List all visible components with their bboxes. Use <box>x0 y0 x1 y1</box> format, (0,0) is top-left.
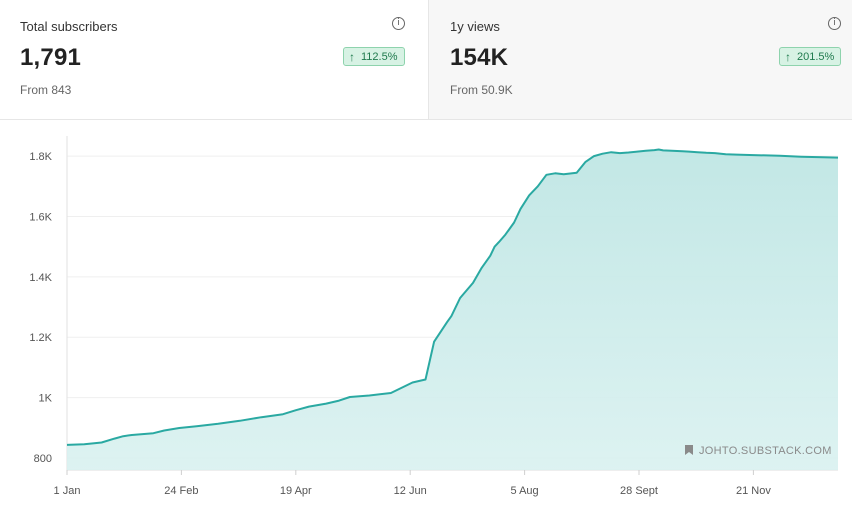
y-tick-label: 1.2K <box>29 332 52 344</box>
stat-from: From 843 <box>20 83 72 97</box>
y-tick-label: 1K <box>39 393 53 405</box>
stat-label: 1y views <box>450 19 500 34</box>
x-tick-label: 5 Aug <box>511 485 539 497</box>
change-badge: ↑ 112.5% <box>343 47 405 66</box>
stat-card-subscribers[interactable]: Total subscribers i 1,791 ↑ 112.5% From … <box>0 0 429 119</box>
x-tick-label: 24 Feb <box>164 485 198 497</box>
change-value: 112.5% <box>361 50 398 63</box>
x-tick-label: 12 Jun <box>394 485 427 497</box>
y-axis: 800 1K 1.2K 1.4K 1.6K 1.8K <box>29 151 52 465</box>
change-value: 201.5% <box>797 50 835 63</box>
stat-value: 154K <box>450 44 509 71</box>
y-tick-label: 1.4K <box>29 272 52 284</box>
x-tick-label: 19 Apr <box>280 485 312 497</box>
stat-from: From 50.9K <box>450 83 513 97</box>
y-tick-label: 1.8K <box>29 151 52 163</box>
y-tick-label: 800 <box>34 453 52 465</box>
x-axis: 1 Jan 24 Feb 19 Apr 12 Jun 5 Aug 28 Sept 21 No… <box>54 470 771 497</box>
bookmark-icon <box>685 445 693 455</box>
x-tick-label: 28 Sept <box>620 485 658 497</box>
area-fill <box>67 149 838 470</box>
info-icon[interactable]: i <box>392 17 405 30</box>
watermark-text: JOHTO.SUBSTACK.COM <box>699 445 832 457</box>
stat-card-views[interactable]: 1y views i 154K ↑ 201.5% From 50.9K <box>429 0 852 119</box>
stats-row: Total subscribers i 1,791 ↑ 112.5% From … <box>0 0 852 120</box>
series-line[interactable] <box>66 148 839 446</box>
info-icon[interactable]: i <box>828 17 841 30</box>
stat-label: Total subscribers <box>20 19 118 34</box>
x-tick-label: 21 Nov <box>736 485 771 497</box>
arrow-up-icon: ↑ <box>785 49 791 64</box>
change-badge: ↑ 201.5% <box>779 47 842 66</box>
x-tick-label: 1 Jan <box>54 485 81 497</box>
watermark: JOHTO.SUBSTACK.COM <box>685 445 832 457</box>
y-tick-label: 1.6K <box>29 211 52 223</box>
arrow-up-icon: ↑ <box>349 49 355 64</box>
stat-value: 1,791 <box>20 44 82 71</box>
